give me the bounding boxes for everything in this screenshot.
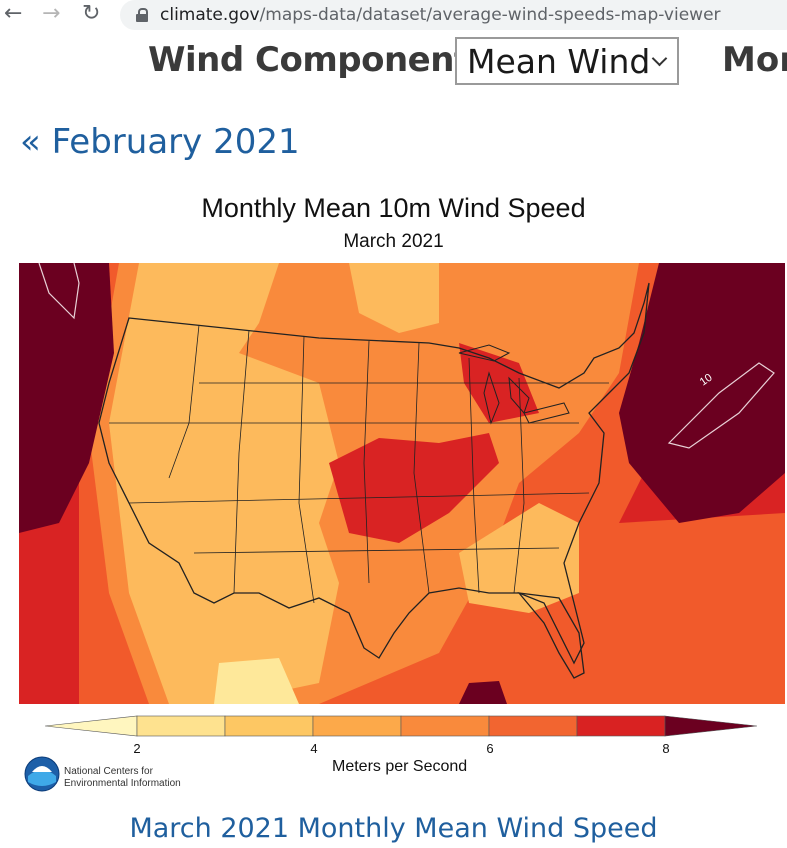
lock-icon[interactable] xyxy=(136,8,148,22)
legend-tick-2: 2 xyxy=(133,741,141,756)
chevron-down-icon xyxy=(651,50,668,67)
legend-bin-8 xyxy=(664,715,757,737)
address-bar[interactable]: climate.gov/maps-data/dataset/average-wi… xyxy=(120,0,787,30)
map-caption-link[interactable]: March 2021 Monthly Mean Wind Speed xyxy=(129,813,658,844)
previous-month-link[interactable]: « February 2021 xyxy=(20,122,300,162)
florida-outline xyxy=(517,592,585,679)
ncei-line-2: Environmental Information xyxy=(64,778,181,789)
map-region-light-orange-se xyxy=(459,503,579,613)
legend-tick-4: 4 xyxy=(310,741,318,756)
map-region-pale-yellow xyxy=(214,658,299,704)
legend-bin-5 xyxy=(400,715,490,737)
contour-line-10 xyxy=(667,362,775,449)
arrow-left-icon[interactable]: ← xyxy=(4,1,23,26)
map-region-dark-red-gulf xyxy=(459,681,507,704)
map-title: Monthly Mean 10m Wind Speed xyxy=(201,193,586,223)
color-legend xyxy=(45,715,757,737)
legend-tick-8: 8 xyxy=(662,741,670,756)
map-region-dark-red-east xyxy=(619,263,785,523)
legend-units: Meters per Second xyxy=(332,758,468,775)
noaa-logo-icon xyxy=(24,756,60,792)
wind-speed-map xyxy=(19,263,785,704)
month-label: Mor xyxy=(722,40,787,80)
browser-toolbar: ← → ↻ climate.gov/maps-data/dataset/aver… xyxy=(0,0,787,30)
ncei-line-1: National Centers for xyxy=(64,766,153,777)
map-region-light-orange xyxy=(109,263,339,704)
ncei-name: National Centers for Environmental Infor… xyxy=(64,766,181,790)
legend-bin-6 xyxy=(488,715,578,737)
map-region-central-red xyxy=(329,433,499,543)
legend-bin-1 xyxy=(45,715,138,737)
reload-icon[interactable]: ↻ xyxy=(82,1,101,26)
legend-bin-7 xyxy=(576,715,666,737)
wind-component-select[interactable]: Mean Wind xyxy=(455,37,679,85)
map-region-light-orange-ne xyxy=(349,263,439,333)
arrow-right-icon[interactable]: → xyxy=(42,1,61,26)
great-lakes xyxy=(458,344,570,425)
wind-component-value: Mean Wind xyxy=(467,41,651,81)
url-text[interactable]: climate.gov/maps-data/dataset/average-wi… xyxy=(160,5,721,25)
legend-tick-6: 6 xyxy=(486,741,494,756)
contour-line-west xyxy=(38,263,80,320)
map-region-dark-red-west xyxy=(19,263,114,533)
wind-component-label: Wind Component: xyxy=(148,40,483,80)
legend-bin-4 xyxy=(312,715,402,737)
url-host: climate.gov xyxy=(160,5,260,25)
url-path: /maps-data/dataset/average-wind-speeds-m… xyxy=(259,5,721,25)
map-subtitle: March 2021 xyxy=(343,231,444,252)
legend-bin-3 xyxy=(224,715,314,737)
us-outline xyxy=(98,282,650,665)
state-lines xyxy=(109,324,609,604)
legend-bin-2 xyxy=(136,715,226,737)
